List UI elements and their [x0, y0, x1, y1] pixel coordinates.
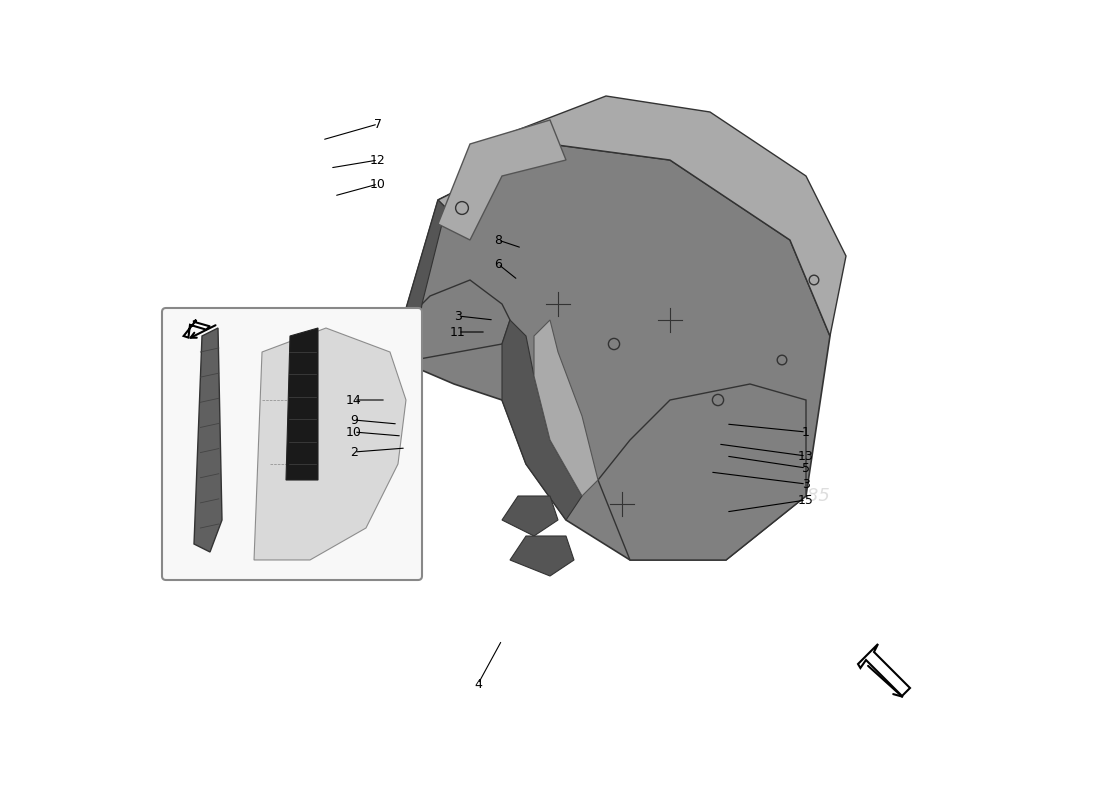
Polygon shape	[438, 120, 566, 240]
Text: 25: 25	[619, 286, 833, 434]
Text: 3: 3	[802, 478, 810, 490]
Polygon shape	[254, 328, 406, 560]
Polygon shape	[398, 200, 446, 360]
Text: 11: 11	[450, 326, 466, 338]
Text: a passion for parts since 1985: a passion for parts since 1985	[558, 487, 829, 505]
Text: 13: 13	[799, 450, 814, 462]
Text: 4: 4	[474, 678, 482, 690]
Polygon shape	[326, 416, 398, 536]
FancyBboxPatch shape	[162, 308, 422, 580]
Bar	[362, 396, 382, 412]
Polygon shape	[858, 644, 910, 696]
Polygon shape	[510, 536, 574, 576]
Text: 1: 1	[802, 426, 810, 438]
Text: 14: 14	[346, 394, 362, 406]
Polygon shape	[286, 328, 318, 480]
Polygon shape	[398, 144, 830, 560]
Polygon shape	[502, 320, 582, 520]
Polygon shape	[358, 360, 422, 440]
Text: 12: 12	[370, 154, 386, 166]
Polygon shape	[534, 320, 598, 496]
Polygon shape	[366, 280, 510, 504]
Text: 6: 6	[494, 258, 502, 270]
Bar	[362, 424, 378, 436]
Text: 2: 2	[350, 446, 358, 458]
Text: 10: 10	[346, 426, 362, 438]
Text: 8: 8	[494, 234, 502, 246]
Polygon shape	[502, 496, 558, 536]
Polygon shape	[438, 96, 846, 336]
Text: 9: 9	[350, 414, 358, 426]
Text: 3: 3	[454, 310, 462, 322]
Polygon shape	[184, 320, 210, 338]
Text: 15: 15	[799, 494, 814, 506]
Text: 10: 10	[370, 178, 386, 190]
Polygon shape	[598, 384, 806, 560]
Polygon shape	[194, 328, 222, 552]
Text: 7: 7	[374, 118, 382, 130]
Text: europarts: europarts	[600, 397, 788, 435]
Text: 5: 5	[802, 462, 810, 474]
